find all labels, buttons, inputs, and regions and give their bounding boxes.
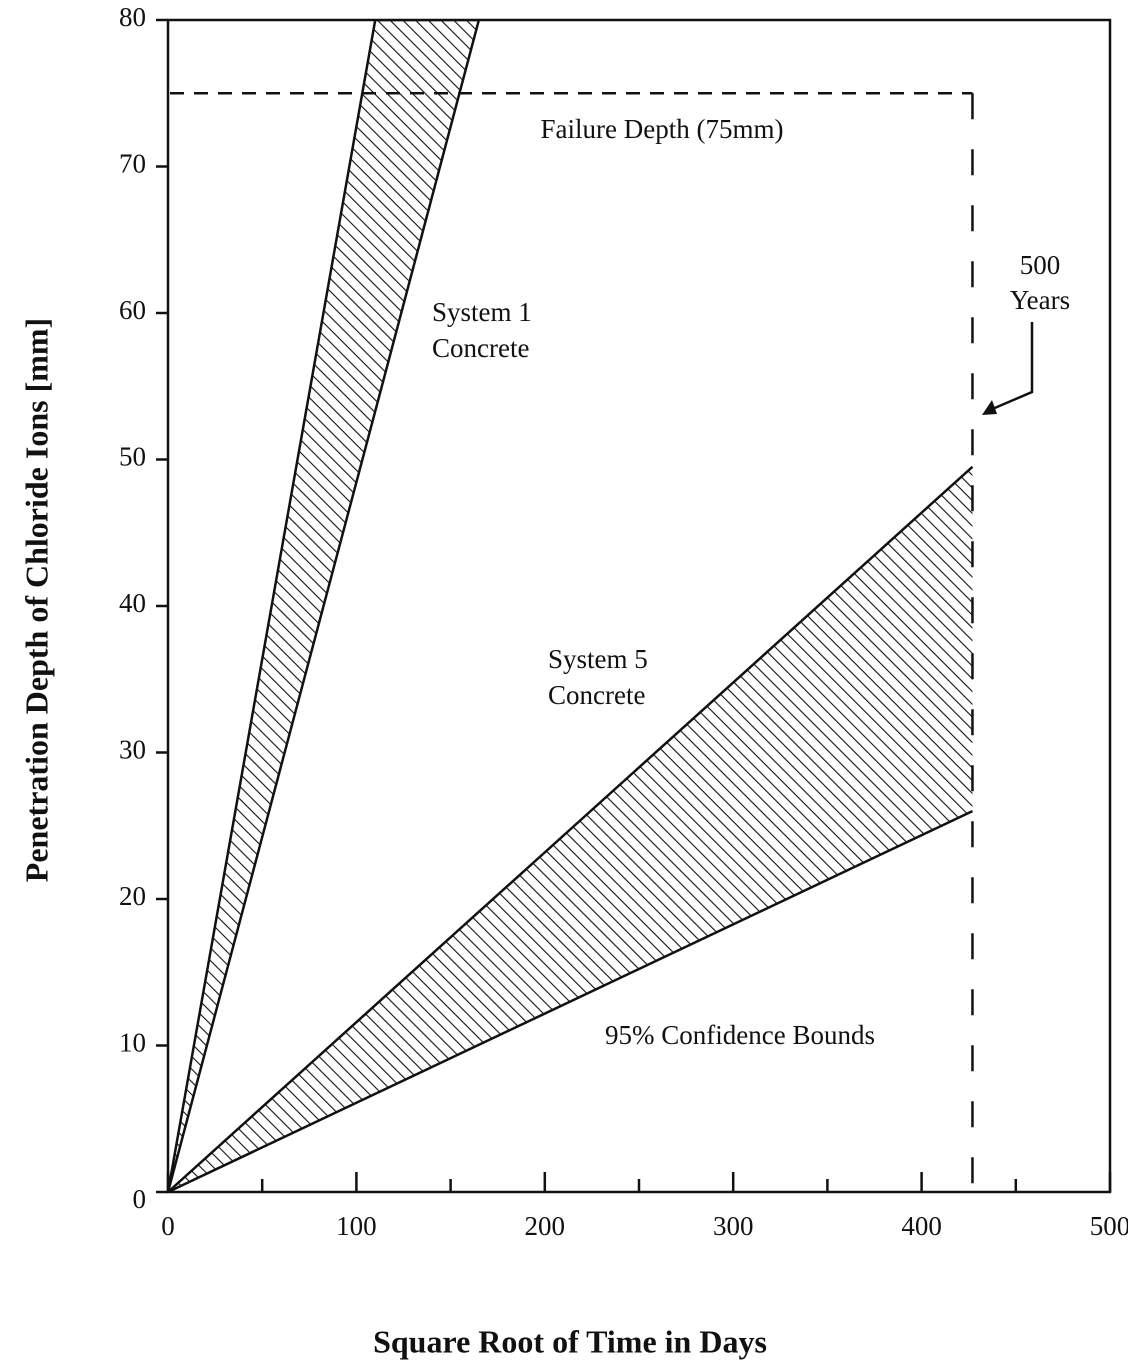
plot-area xyxy=(168,20,974,1192)
band-edge-upper xyxy=(168,20,479,1192)
series-label: Concrete xyxy=(432,333,529,363)
band-edge-lower xyxy=(168,809,974,1192)
limit-label: 500 xyxy=(1020,250,1061,280)
y-tick-label: 80 xyxy=(119,2,146,32)
x-axis-title: Square Root of Time in Days xyxy=(373,1323,767,1359)
failure-label: Failure Depth (75mm) xyxy=(541,114,784,144)
y-tick-label: 0 xyxy=(133,1184,147,1214)
y-tick-label: 70 xyxy=(119,149,146,179)
y-tick-label: 10 xyxy=(119,1028,146,1058)
x-tick-label: 200 xyxy=(525,1211,566,1241)
x-tick-label: 0 xyxy=(161,1211,175,1241)
y-axis-title: Penetration Depth of Chloride Ions [mm] xyxy=(18,318,54,882)
x-tick-label: 100 xyxy=(336,1211,377,1241)
y-tick-label: 50 xyxy=(119,442,146,472)
band-edge-lower xyxy=(168,20,481,1192)
x-tick-label: 300 xyxy=(713,1211,754,1241)
series-label: System 5 xyxy=(548,644,648,674)
x-tick-label: 500 xyxy=(1090,1211,1128,1241)
note: 95% Confidence Bounds xyxy=(605,1020,875,1050)
series-label: System 1 xyxy=(432,297,532,327)
y-tick-label: 30 xyxy=(119,735,146,765)
arrow xyxy=(989,322,1034,412)
arrow-head xyxy=(982,400,997,415)
limit-label: Years xyxy=(1010,285,1070,315)
y-tick-label: 60 xyxy=(119,295,146,325)
y-tick-label: 40 xyxy=(119,588,146,618)
series-label: Concrete xyxy=(548,680,645,710)
y-tick-label: 20 xyxy=(119,881,146,911)
band-edge-upper xyxy=(168,465,974,1192)
x-tick-label: 400 xyxy=(901,1211,942,1241)
